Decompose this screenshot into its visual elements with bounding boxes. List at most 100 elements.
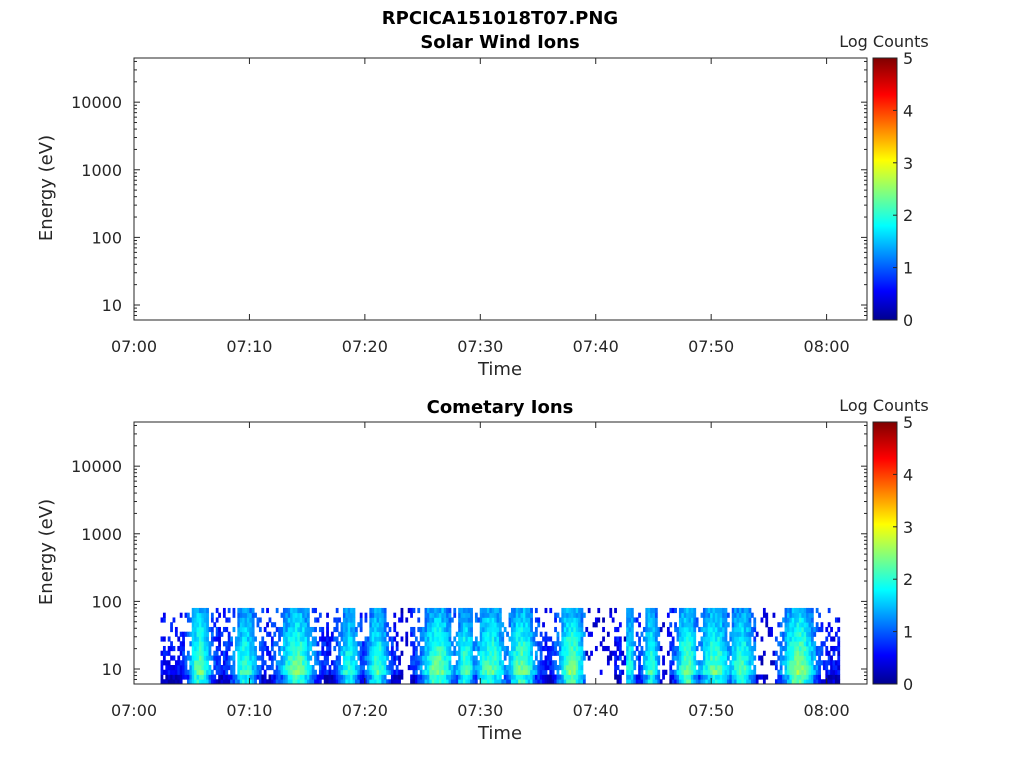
heatmap-cell [525,622,529,628]
heatmap-cell [626,626,629,633]
y-tick-label: 10 [102,660,122,679]
heatmap-cell [218,664,221,671]
heatmap-cell [390,679,394,684]
heatmap-cell [198,636,202,642]
heatmap-cell [520,622,524,628]
heatmap-cell [580,650,584,656]
heatmap-cell [309,641,313,647]
heatmap-cell [568,636,572,642]
heatmap-cell [270,660,274,666]
heatmap-cell [194,631,197,637]
heatmap-cell [280,679,284,684]
heatmap-cell [645,641,649,647]
heatmap-cell [729,679,733,684]
heatmap-cell [501,636,505,642]
heatmap-cell [446,607,449,614]
heatmap-cell [350,612,353,618]
heatmap-cell [530,679,533,684]
heatmap-cell [174,674,178,680]
heatmap-cell [347,617,351,623]
heatmap-cell [189,669,193,675]
heatmap-cell [172,669,176,675]
heatmap-cell [374,660,377,666]
heatmap-cell [654,636,658,642]
heatmap-cell [292,660,296,666]
heatmap-cell [383,645,387,652]
heatmap-cell [290,607,293,614]
heatmap-cell [244,607,248,614]
heatmap-cell [263,679,267,684]
heatmap-cell [717,622,721,628]
heatmap-cell [551,660,555,666]
heatmap-cell [189,617,193,623]
heatmap-cell [258,617,262,623]
heatmap-cell [549,664,553,671]
heatmap-cell [722,631,725,637]
heatmap-cell [738,655,742,661]
heatmap-cell [347,626,351,633]
heatmap-cell [345,669,349,675]
heatmap-cell [662,669,665,675]
solar-wind-panel: Solar Wind Ions Energy (eV) Time 1010010… [36,32,929,380]
heatmap-cell [690,636,694,642]
heatmap-cell [381,679,385,684]
heatmap-cell [510,626,514,633]
heatmap-cell [784,655,788,661]
heatmap-cell [803,626,807,633]
heatmap-cell [366,674,370,680]
heatmap-cell [282,612,286,618]
heatmap-cell [246,617,250,623]
heatmap-cell [453,607,457,614]
heatmap-cell [702,641,706,647]
heatmap-cell [470,660,473,666]
heatmap-cell [270,655,274,661]
heatmap-cell [371,636,375,642]
heatmap-cell [650,607,653,614]
heatmap-cell [710,669,713,675]
heatmap-cell [520,679,524,684]
heatmap-cell [652,674,656,680]
heatmap-cell [813,679,817,684]
heatmap-cell [374,650,377,656]
heatmap-cell [578,622,581,628]
heatmap-cell [412,655,416,661]
heatmap-cell [542,664,545,671]
heatmap-cell [386,655,389,661]
heatmap-cell [650,664,653,671]
heatmap-cell [302,617,305,623]
heatmap-cell [201,679,205,684]
heatmap-cell [458,650,461,656]
heatmap-cell [825,645,829,652]
heatmap-cell [318,636,322,642]
heatmap-cell [297,650,301,656]
heatmap-cell [726,645,730,652]
heatmap-cell [690,664,694,671]
heatmap-cell [491,641,495,647]
heatmap-cell [333,645,337,652]
heatmap-cell [170,674,173,680]
heatmap-cell [712,674,716,680]
heatmap-cell [491,679,495,684]
heatmap-cell [160,674,164,680]
heatmap-cell [210,636,214,642]
heatmap-cell [242,669,245,675]
heatmap-cell [446,622,449,628]
heatmap-cell [345,664,349,671]
heatmap-cell [614,674,617,680]
heatmap-cell [806,636,809,642]
heatmap-cell [189,631,193,637]
heatmap-cell [724,650,728,656]
heatmap-cell [549,660,553,666]
heatmap-cell [424,664,428,671]
heatmap-cell [798,664,802,671]
heatmap-cell [210,641,214,647]
heatmap-cell [729,631,733,637]
heatmap-cell [573,650,577,656]
heatmap-cell [333,617,337,623]
heatmap-cell [412,641,416,647]
heatmap-cell [196,669,200,675]
heatmap-cell [318,660,322,666]
heatmap-cell [602,626,605,633]
heatmap-cell [693,617,697,623]
